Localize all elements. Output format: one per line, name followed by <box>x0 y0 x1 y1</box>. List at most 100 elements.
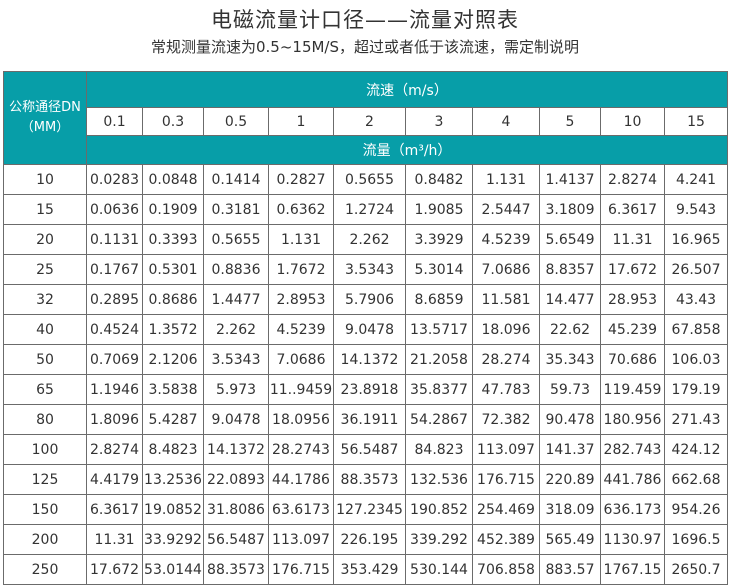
table-row: 50 0.7069 2.1206 3.5343 7.0686 14.1372 21.2058… <box>3 344 728 375</box>
flow-cell: 18.096 <box>472 314 540 345</box>
flow-cell: 636.173 <box>600 494 665 525</box>
flow-cell: 9.0478 <box>333 314 406 345</box>
flow-cell: 22.0893 <box>203 464 269 495</box>
flow-cell: 13.5717 <box>405 314 473 345</box>
flow-cell: 1.8096 <box>86 404 143 435</box>
flow-cell: 2.8274 <box>86 434 143 465</box>
flow-cell: 1.131 <box>472 164 540 195</box>
dn-cell: 80 <box>3 404 87 435</box>
table-row: 150 6.3617 19.0852 31.8086 63.6173 127.2345 19… <box>3 494 728 525</box>
flow-cell: 4.5239 <box>472 224 540 255</box>
flow-cell: 0.7069 <box>86 344 143 375</box>
flow-cell: 254.469 <box>472 494 540 525</box>
flow-cell: 19.0852 <box>142 494 204 525</box>
dn-cell: 25 <box>3 254 87 285</box>
flow-cell: 2.262 <box>203 314 269 345</box>
flow-cell: 9.0478 <box>203 404 269 435</box>
flow-cell: 282.743 <box>600 434 665 465</box>
flow-cell: 6.3617 <box>86 494 143 525</box>
flow-cell: 59.73 <box>539 374 601 405</box>
flow-cell: 2.8274 <box>600 164 665 195</box>
flow-cell: 0.1909 <box>142 194 204 225</box>
flow-cell: 88.3573 <box>333 464 406 495</box>
speed-cell: 0.5 <box>203 107 269 136</box>
flow-cell: 5.7906 <box>333 284 406 315</box>
flow-cell: 4.5239 <box>268 314 334 345</box>
flow-cell: 17.672 <box>600 254 665 285</box>
flow-cell: 21.2058 <box>405 344 473 375</box>
flow-cell: 226.195 <box>333 524 406 555</box>
flow-cell: 176.715 <box>268 554 334 585</box>
flow-cell: 4.241 <box>664 164 728 195</box>
flow-cell: 88.3573 <box>203 554 269 585</box>
flow-cell: 565.49 <box>539 524 601 555</box>
flow-cell: 4.4179 <box>86 464 143 495</box>
table-row: 200 11.31 33.9292 56.5487 113.097 226.195 339.… <box>3 524 728 555</box>
flow-cell: 3.5838 <box>142 374 204 405</box>
flow-cell: 70.686 <box>600 344 665 375</box>
speed-cell: 0.1 <box>86 107 143 136</box>
dn-cell: 150 <box>3 494 87 525</box>
flow-cell: 1.3572 <box>142 314 204 345</box>
flow-cell: 127.2345 <box>333 494 406 525</box>
flow-cell: 1.4477 <box>203 284 269 315</box>
flow-cell: 141.37 <box>539 434 601 465</box>
flow-cell: 0.8686 <box>142 284 204 315</box>
flow-cell: 5.973 <box>203 374 269 405</box>
table-row: 20 0.1131 0.3393 0.5655 1.131 2.262 3.3929 4.52… <box>3 224 728 255</box>
flow-cell: 14.1372 <box>203 434 269 465</box>
flow-cell: 11.31 <box>600 224 665 255</box>
dn-cell: 40 <box>3 314 87 345</box>
table-row: 65 1.1946 3.5838 5.973 11..9459 23.8918 35.837… <box>3 374 728 405</box>
flow-cell: 56.5487 <box>203 524 269 555</box>
table-row: 100 2.8274 8.4823 14.1372 28.2743 56.5487 84.8… <box>3 434 728 465</box>
dn-cell: 250 <box>3 554 87 585</box>
flow-cell: 0.0283 <box>86 164 143 195</box>
flow-cell: 1130.97 <box>600 524 665 555</box>
flow-cell: 0.6362 <box>268 194 334 225</box>
flow-cell: 63.6173 <box>268 494 334 525</box>
flow-cell: 14.1372 <box>333 344 406 375</box>
dn-header-unit: （MM） <box>20 120 70 135</box>
table-row: 10 0.0283 0.0848 0.1414 0.2827 0.5655 0.8482 1.… <box>3 164 728 195</box>
flow-cell: 1.9085 <box>405 194 473 225</box>
speed-cell: 2 <box>333 107 406 136</box>
flow-cell: 662.68 <box>664 464 728 495</box>
table-row: 15 0.0636 0.1909 0.3181 0.6362 1.2724 1.9085 2.… <box>3 194 728 225</box>
flow-cell: 0.3181 <box>203 194 269 225</box>
flow-cell: 56.5487 <box>333 434 406 465</box>
flow-cell: 3.1809 <box>539 194 601 225</box>
flow-cell: 0.1131 <box>86 224 143 255</box>
dn-cell: 20 <box>3 224 87 255</box>
dn-cell: 50 <box>3 344 87 375</box>
flow-cell: 0.0848 <box>142 164 204 195</box>
dn-cell: 125 <box>3 464 87 495</box>
flow-cell: 5.4287 <box>142 404 204 435</box>
flow-cell: 0.1767 <box>86 254 143 285</box>
flow-cell: 0.0636 <box>86 194 143 225</box>
flow-cell: 11..9459 <box>268 374 334 405</box>
flow-cell: 1767.15 <box>600 554 665 585</box>
dn-cell: 65 <box>3 374 87 405</box>
flow-cell: 2.5447 <box>472 194 540 225</box>
flow-cell: 9.543 <box>664 194 728 225</box>
table-row: 250 17.672 53.0144 88.3573 176.715 353.429 530… <box>3 554 728 585</box>
flow-cell: 90.478 <box>539 404 601 435</box>
flow-cell: 36.1911 <box>333 404 406 435</box>
flow-cell: 2650.7 <box>664 554 728 585</box>
speed-header: 流速（m/s） <box>86 71 728 108</box>
flow-cell: 113.097 <box>268 524 334 555</box>
flow-cell: 0.1414 <box>203 164 269 195</box>
flow-cell: 2.262 <box>333 224 406 255</box>
flow-cell: 17.672 <box>86 554 143 585</box>
speed-cell: 3 <box>405 107 473 136</box>
dn-cell: 100 <box>3 434 87 465</box>
flow-cell: 113.097 <box>472 434 540 465</box>
flow-cell: 44.1786 <box>268 464 334 495</box>
table-row: 32 0.2895 0.8686 1.4477 2.8953 5.7906 8.6859 11… <box>3 284 728 315</box>
flow-cell: 3.3929 <box>405 224 473 255</box>
flow-cell: 452.389 <box>472 524 540 555</box>
flow-cell: 8.6859 <box>405 284 473 315</box>
flow-cell: 28.274 <box>472 344 540 375</box>
dn-header-label: 公称通径DN <box>9 100 81 115</box>
